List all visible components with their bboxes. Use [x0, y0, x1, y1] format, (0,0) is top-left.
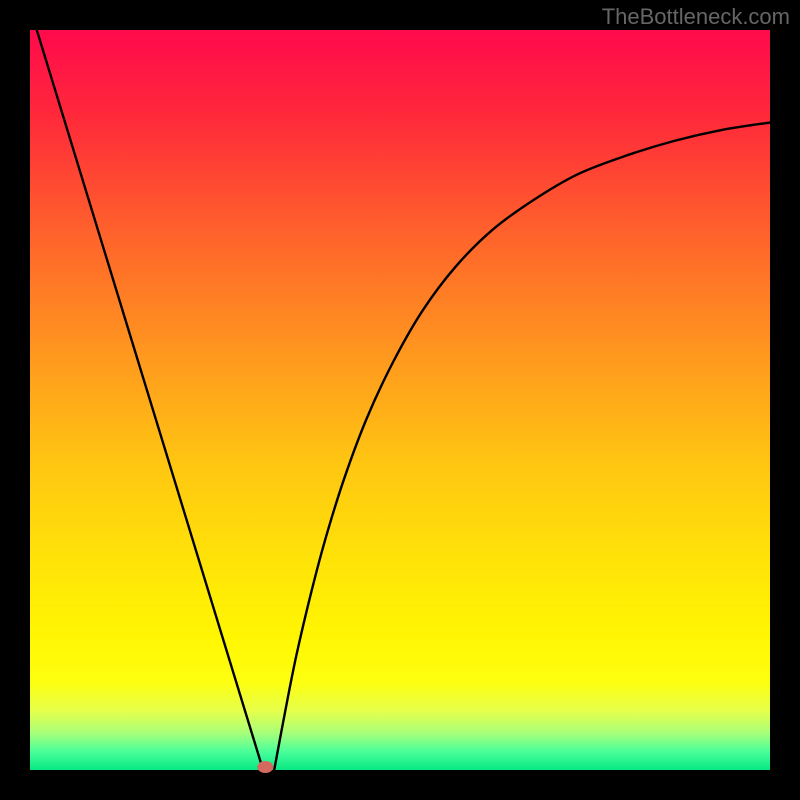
minimum-marker [257, 761, 273, 773]
bottleneck-chart [0, 0, 800, 800]
plot-background [30, 30, 770, 770]
